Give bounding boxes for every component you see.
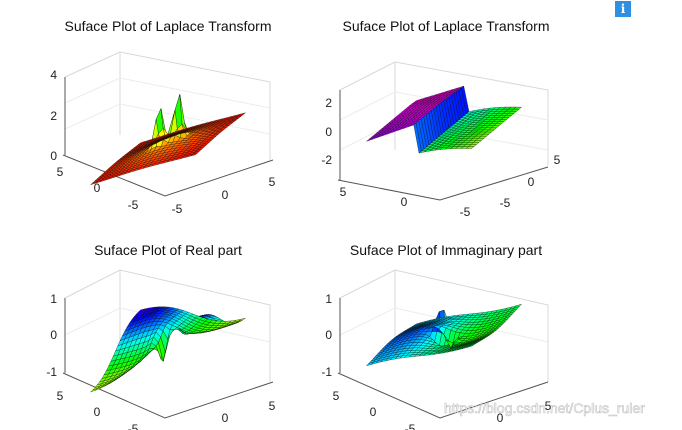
subplot-3-surface: [90, 306, 246, 393]
subplot-1-title: Suface Plot of Laplace Transform: [65, 18, 272, 34]
subplot-3-xtick-5: 5: [269, 399, 276, 413]
subplot-2-ytick-5: 5: [554, 153, 561, 167]
subplot-3-xtick-0: 0: [222, 411, 229, 425]
subplot-4: Suface Plot of Immaginary part 1 0 -1 5 …: [321, 242, 551, 430]
subplot-3-ztick-1: 1: [50, 292, 57, 306]
surface-facet: [513, 303, 523, 309]
subplot-2-xtick-0: 0: [401, 195, 408, 209]
subplot-1-xtick-0: 0: [222, 188, 229, 202]
subplot-2-xtick-5: 5: [340, 185, 347, 199]
subplot-2-ztick-neg2: -2: [321, 153, 332, 167]
subplot-4-ytick-neg5: -5: [405, 422, 416, 430]
subplot-1-ztick-2: 2: [50, 109, 57, 123]
subplot-4-axes-box: [337, 269, 549, 419]
subplot-2-ztick-0: 0: [325, 125, 332, 139]
subplot-2-ytick-0: 0: [528, 175, 535, 189]
subplot-3-axes-box: [62, 269, 274, 419]
subplot-4-surface: [365, 303, 523, 367]
subplot-2: Suface Plot of Laplace Transform 2 0 -2 …: [321, 18, 560, 219]
surface-facet: [513, 106, 522, 110]
subplot-4-ztick-1: 1: [325, 292, 332, 306]
subplot-3-ztick-neg1: -1: [46, 365, 57, 379]
subplot-2-xtick-neg5: -5: [460, 205, 471, 219]
subplot-4-title: Suface Plot of Immaginary part: [350, 242, 542, 258]
subplot-1-ztick-4: 4: [50, 68, 57, 82]
subplot-1-ztick-0: 0: [50, 149, 57, 163]
surface-facet: [238, 112, 246, 116]
subplot-2-surface: [366, 85, 522, 154]
info-icon[interactable]: i: [615, 1, 631, 17]
subplot-3-ytick-5: 5: [57, 389, 64, 403]
subplot-3: Suface Plot of Real part 1 0 -1 5 0 -5 0…: [46, 242, 275, 430]
subplot-1-xtick-5: 5: [269, 175, 276, 189]
subplot-3-ytick-0: 0: [94, 405, 101, 419]
subplot-1-ytick-0: 0: [94, 181, 101, 195]
subplot-3-ztick-0: 0: [50, 328, 57, 342]
subplot-1-axes-box: [62, 51, 274, 197]
subplot-2-ytick-neg5: -5: [500, 196, 511, 210]
subplot-4-ytick-0: 0: [370, 405, 377, 419]
subplot-4-ztick-0: 0: [325, 328, 332, 342]
subplot-4-ytick-5: 5: [333, 389, 340, 403]
subplot-4-xtick-5: 5: [545, 399, 552, 413]
subplot-4-ztick-neg1: -1: [321, 365, 332, 379]
subplot-2-title: Suface Plot of Laplace Transform: [343, 18, 550, 34]
surface-facet: [238, 317, 246, 322]
subplot-1-xtick-neg5: -5: [172, 202, 183, 216]
subplot-1-ytick-neg5: -5: [128, 198, 139, 212]
subplot-3-ytick-neg5: -5: [128, 422, 139, 430]
watermark-text: https://blog.csdn.net/Cplus_ruler: [444, 400, 645, 417]
subplot-1-surface: [90, 94, 246, 185]
subplot-2-ztick-2: 2: [325, 96, 332, 110]
subplot-4-xtick-0: 0: [497, 411, 504, 425]
subplot-1-ytick-5: 5: [57, 165, 64, 179]
subplot-3-title: Suface Plot of Real part: [94, 242, 242, 258]
subplot-1: Suface Plot of Laplace Transform 4 2 0 5…: [50, 18, 275, 216]
